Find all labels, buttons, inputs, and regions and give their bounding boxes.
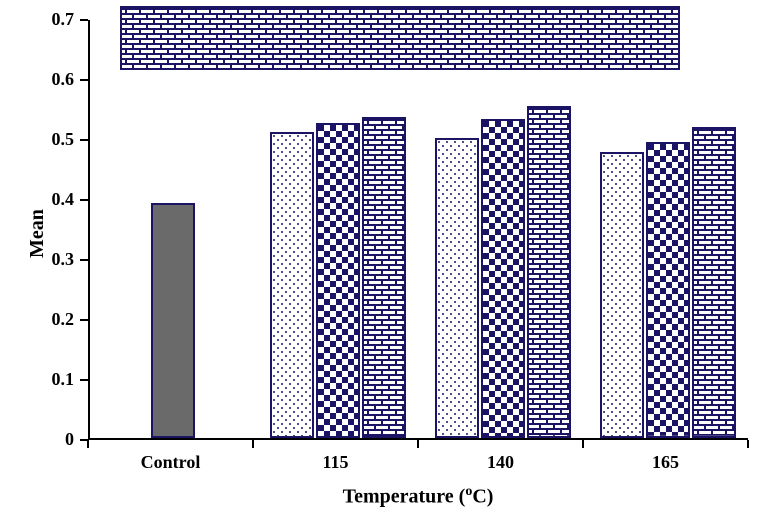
plot-area — [88, 20, 748, 440]
bar-s20 — [362, 117, 406, 438]
y-tick-label: 0.1 — [0, 369, 74, 390]
y-tick-label: 0.5 — [0, 129, 74, 150]
x-tick-label: 115 — [276, 452, 396, 473]
x-tick — [87, 440, 89, 448]
bar-s14 — [435, 138, 479, 438]
y-tick — [80, 19, 88, 21]
y-tick-label: 0.7 — [0, 9, 74, 30]
y-tick-label: 0.4 — [0, 189, 74, 210]
bar-s17 — [481, 119, 525, 438]
legend-item: 20% moisture content — [136, 42, 340, 70]
x-tick-label: Control — [111, 452, 231, 473]
bar-s17 — [316, 123, 360, 438]
x-tick-label: 165 — [606, 452, 726, 473]
y-tick — [80, 79, 88, 81]
y-tick-label: 0.3 — [0, 249, 74, 270]
bar-control — [151, 203, 195, 438]
y-tick — [80, 379, 88, 381]
x-tick — [747, 440, 749, 448]
x-tick-label: 140 — [441, 452, 561, 473]
x-tick — [417, 440, 419, 448]
x-tick — [252, 440, 254, 448]
x-tick — [582, 440, 584, 448]
y-tick-label: 0.6 — [0, 69, 74, 90]
bar-s14 — [600, 152, 644, 438]
y-tick — [80, 139, 88, 141]
legend: 14% moisture content17% moisture content… — [120, 6, 680, 70]
mean-vs-temperature-chart: Mean Temperature (oC) 14% moisture conte… — [0, 0, 782, 517]
bar-s20 — [527, 106, 571, 438]
y-tick — [80, 259, 88, 261]
bar-s14 — [270, 132, 314, 438]
y-tick-label: 0.2 — [0, 309, 74, 330]
y-tick — [80, 199, 88, 201]
bar-s17 — [646, 142, 690, 438]
y-tick — [80, 319, 88, 321]
y-tick-label: 0 — [0, 429, 74, 450]
legend-swatch — [136, 47, 162, 65]
bar-s20 — [692, 127, 736, 438]
x-axis-title: Temperature (oC) — [88, 484, 748, 509]
